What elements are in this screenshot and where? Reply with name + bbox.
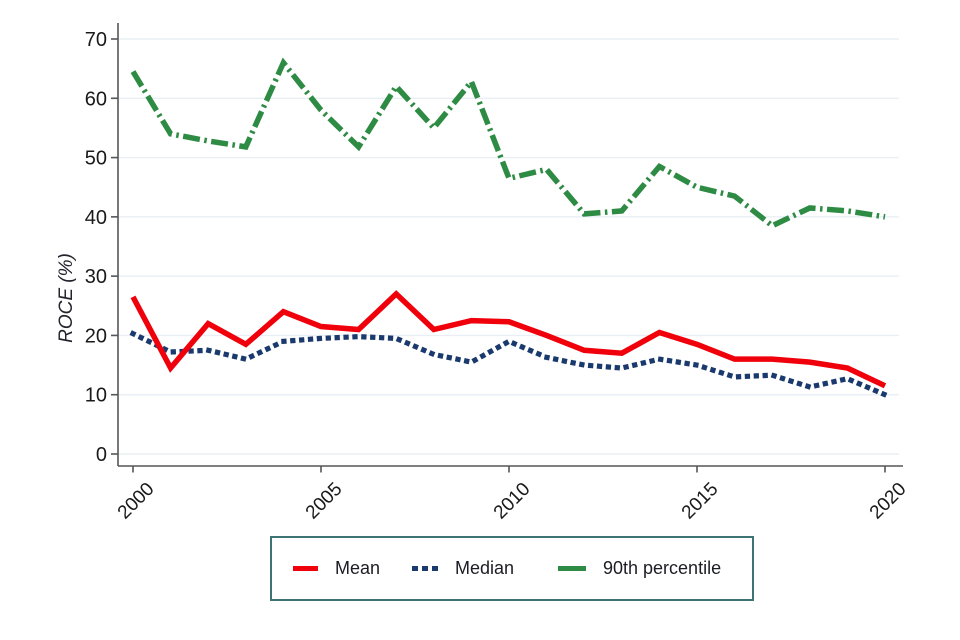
y-tick-label-60: 60 (85, 88, 107, 110)
x-tick-label-2015: 2015 (678, 479, 723, 524)
legend-label-mean: Mean (335, 558, 381, 578)
90th-percentile-line-key (558, 566, 586, 571)
y-tick-label-0: 0 (96, 444, 107, 466)
legend-item-median: Median (412, 538, 514, 599)
tick-marks (111, 38, 886, 473)
x-tick-label-2000: 2000 (114, 479, 159, 524)
y-tick-label-10: 10 (85, 385, 107, 407)
median-line-key (412, 566, 438, 571)
y-axis-title: ROCE (%) (56, 253, 77, 343)
legend-item-mean: Mean (293, 538, 380, 599)
y-tick-label-40: 40 (85, 207, 107, 229)
y-tick-label-70: 70 (85, 29, 107, 51)
legend-item-90th-percentile: 90th percentile (558, 538, 721, 599)
series-line-90th-percentile (130, 57, 886, 229)
x-tick-label-2005: 2005 (302, 479, 347, 524)
mean-line-key (293, 566, 318, 571)
series-line-mean (130, 290, 887, 389)
axes (117, 23, 903, 467)
y-tick-label-30: 30 (85, 266, 107, 288)
gridlines (118, 38, 899, 455)
x-tick-label-2020: 2020 (866, 479, 911, 524)
x-tick-label-2010: 2010 (490, 479, 535, 524)
legend-box: Mean Median 90th percentile (270, 536, 754, 601)
legend-label-median: Median (455, 558, 515, 578)
legend-label-90th-percentile: 90th percentile (603, 558, 722, 578)
series-line-median (129, 330, 889, 399)
data-series (129, 57, 889, 399)
y-tick-label-50: 50 (85, 148, 107, 170)
y-tick-label-20: 20 (85, 325, 107, 347)
